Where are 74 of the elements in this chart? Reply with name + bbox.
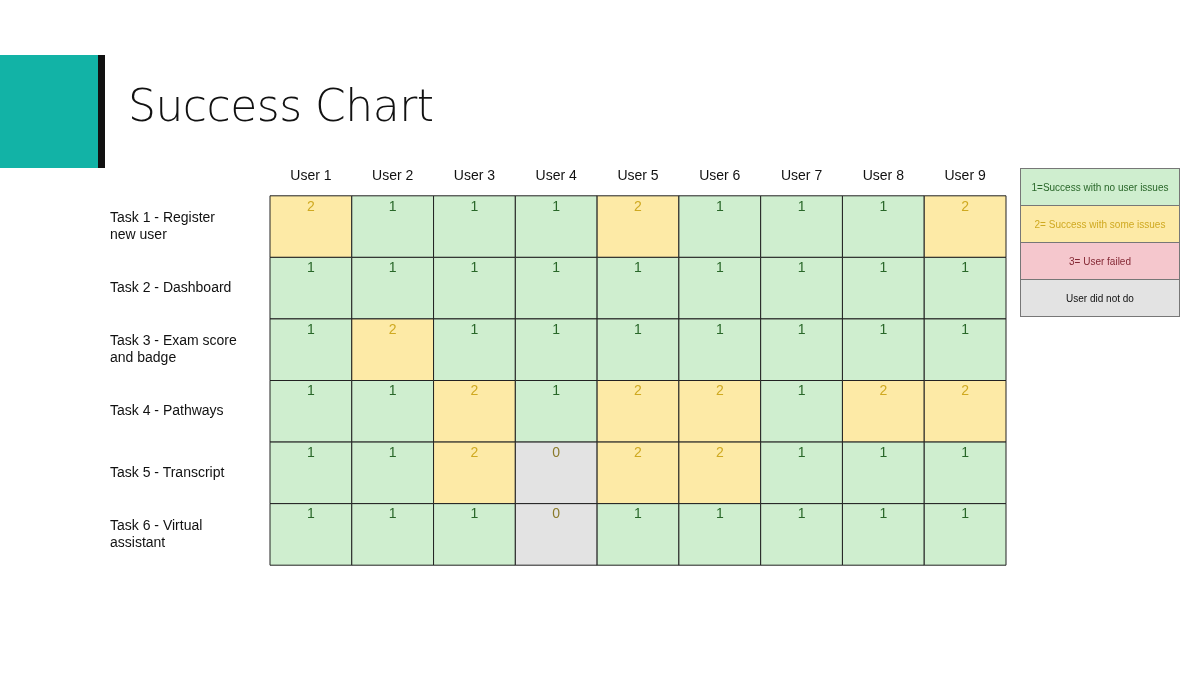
data-label: 1 [715, 320, 724, 337]
data-label: 1 [306, 505, 315, 522]
color-bar-label: 3= User failed [1021, 243, 1179, 280]
data-label: 1 [470, 259, 479, 276]
x-tick-label: User 2 [372, 167, 414, 184]
x-tick-label: User 9 [944, 167, 986, 184]
data-label: 1 [879, 320, 888, 337]
data-label: 1 [552, 320, 561, 337]
x-tick-label: User 4 [535, 167, 578, 184]
data-label: 2 [634, 382, 643, 399]
data-label: 1 [388, 382, 397, 399]
color-bar-label: 1=Success with no user issues [1021, 169, 1179, 206]
color-bar-label: 2= Success with some issues [1021, 206, 1179, 243]
data-label: 1 [470, 320, 479, 337]
data-label: 1 [797, 259, 806, 276]
data-label: 1 [634, 259, 643, 276]
data-label: 1 [797, 505, 806, 522]
y-tick-label: Task 2 - Dashboard [110, 279, 232, 296]
x-tick-label: User 6 [699, 167, 741, 184]
data-label: 2 [634, 197, 643, 214]
data-label: 1 [388, 505, 397, 522]
data-label: 1 [715, 197, 724, 214]
data-label: 2 [879, 382, 888, 399]
data-label: 1 [879, 197, 888, 214]
x-tick-label: User 1 [290, 167, 332, 184]
chart-title: Success Chart [128, 80, 434, 131]
y-tick-label: Task 6 - Virtual assistant [110, 516, 203, 550]
text: User did not do [1021, 280, 1179, 316]
x-tick-label: User 8 [862, 167, 905, 184]
data-label: 1 [961, 443, 970, 460]
data-label: 1 [797, 197, 806, 214]
data-label: 2 [715, 382, 724, 399]
data-label: 1 [715, 505, 724, 522]
data-label: 2 [306, 197, 315, 214]
data-label: 2 [470, 382, 479, 399]
data-label: 1 [552, 259, 561, 276]
data-label: 1 [306, 259, 315, 276]
data-label: 1 [961, 505, 970, 522]
data-label: 1 [797, 382, 806, 399]
data-label: 2 [470, 443, 479, 460]
data-label: 1 [470, 197, 479, 214]
y-tick-label: Task 5 - Transcript [110, 463, 225, 480]
x-tick-label: User 5 [617, 167, 659, 184]
x-tick-label: User 7 [780, 167, 823, 184]
data-label: 1 [634, 320, 643, 337]
data-label: 1 [961, 259, 970, 276]
data-label: 2 [715, 443, 724, 460]
x-tick-label: User 3 [453, 167, 496, 184]
data-label: 1 [552, 197, 561, 214]
text: 0 [552, 443, 561, 460]
data-label: 2 [961, 382, 970, 399]
data-label: 1 [879, 443, 888, 460]
data-label: 1 [388, 259, 397, 276]
y-tick-label: Task 4 - Pathways [110, 402, 224, 419]
data-label: 1 [388, 197, 397, 214]
data-label: 1 [552, 382, 561, 399]
data-label: 1 [306, 443, 315, 460]
text: 0 [552, 505, 561, 522]
data-label: 1 [715, 259, 724, 276]
data-label: 1 [634, 505, 643, 522]
data-label: 1 [306, 320, 315, 337]
y-tick-label: Task 3 - Exam score and badge [110, 332, 238, 365]
data-label: 1 [879, 259, 888, 276]
data-label: 1 [961, 320, 970, 337]
data-label: 2 [961, 197, 970, 214]
y-tick-label: Task 1 - Register new user [110, 209, 216, 242]
data-label: 1 [388, 443, 397, 460]
data-label: 1 [879, 505, 888, 522]
data-label: 1 [797, 443, 806, 460]
data-label: 1 [470, 505, 479, 522]
data-label: 1 [797, 320, 806, 337]
data-label: 1 [306, 382, 315, 399]
data-label: 2 [634, 443, 643, 460]
data-label: 2 [388, 320, 397, 337]
